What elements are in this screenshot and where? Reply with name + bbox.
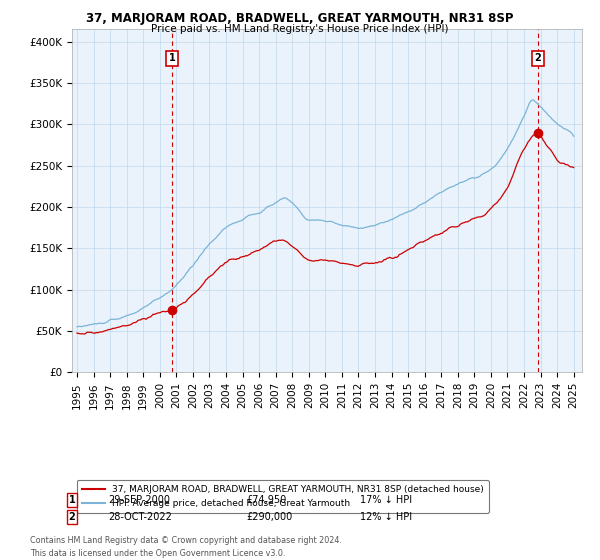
Text: 17% ↓ HPI: 17% ↓ HPI bbox=[360, 495, 412, 505]
Text: 29-SEP-2000: 29-SEP-2000 bbox=[108, 495, 170, 505]
Text: 2: 2 bbox=[68, 512, 76, 522]
Text: 12% ↓ HPI: 12% ↓ HPI bbox=[360, 512, 412, 522]
Text: 1: 1 bbox=[169, 53, 176, 63]
Legend: 37, MARJORAM ROAD, BRADWELL, GREAT YARMOUTH, NR31 8SP (detached house), HPI: Ave: 37, MARJORAM ROAD, BRADWELL, GREAT YARMO… bbox=[77, 480, 489, 514]
Text: Contains HM Land Registry data © Crown copyright and database right 2024.
This d: Contains HM Land Registry data © Crown c… bbox=[30, 536, 342, 558]
Text: 37, MARJORAM ROAD, BRADWELL, GREAT YARMOUTH, NR31 8SP: 37, MARJORAM ROAD, BRADWELL, GREAT YARMO… bbox=[86, 12, 514, 25]
Text: £290,000: £290,000 bbox=[246, 512, 292, 522]
Text: 2: 2 bbox=[535, 53, 541, 63]
Text: £74,950: £74,950 bbox=[246, 495, 286, 505]
Text: 1: 1 bbox=[68, 495, 76, 505]
Text: 28-OCT-2022: 28-OCT-2022 bbox=[108, 512, 172, 522]
Text: Price paid vs. HM Land Registry's House Price Index (HPI): Price paid vs. HM Land Registry's House … bbox=[151, 24, 449, 34]
